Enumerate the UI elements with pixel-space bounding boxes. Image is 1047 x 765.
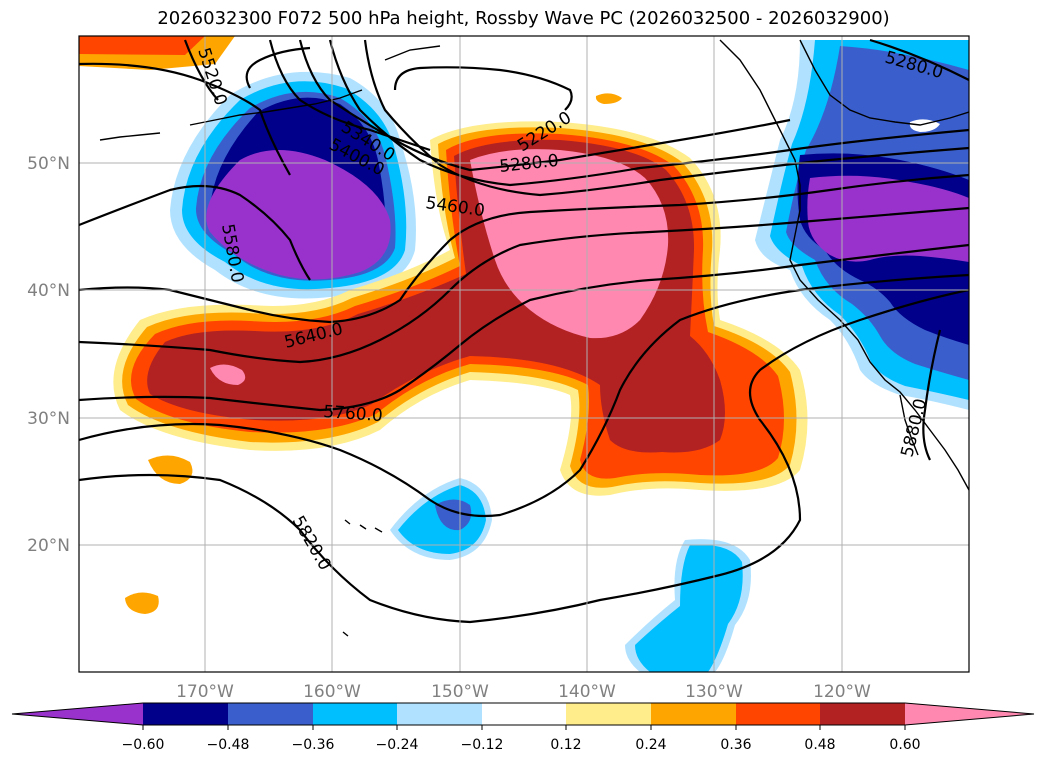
anomaly-negative-east xyxy=(755,40,969,410)
contour-label-5760: 5760.0 xyxy=(323,402,384,426)
map-title: 2026032300 F072 500 hPa height, Rossby W… xyxy=(157,8,890,29)
colorbar-label-neg036: −0.36 xyxy=(292,737,335,753)
anomaly-top-left xyxy=(79,36,235,70)
colorbar-swatch-pos060-extend xyxy=(905,703,1034,725)
colorbar[interactable]: −0.60 −0.48 −0.36 −0.24 −0.12 0.12 0.24 … xyxy=(11,702,1035,753)
lon-tick-150w: 150°W xyxy=(431,682,489,702)
gridlines xyxy=(79,36,969,672)
colorbar-swatch-neg048 xyxy=(143,703,228,725)
lat-tick-30n: 30°N xyxy=(27,409,70,429)
colorbar-label-neg012: −0.12 xyxy=(461,737,504,753)
colorbar-label-neg048: −0.48 xyxy=(207,737,250,753)
lon-tick-160w: 160°W xyxy=(303,682,361,702)
colorbar-swatch-neg012 xyxy=(397,703,482,725)
lat-tick-20n: 20°N xyxy=(27,536,70,556)
colorbar-label-pos036: 0.36 xyxy=(720,737,751,753)
longitude-ticks: 170°W 160°W 150°W 140°W 130°W 120°W xyxy=(176,682,871,702)
lon-tick-130w: 130°W xyxy=(685,682,743,702)
colorbar-label-neg060: −0.60 xyxy=(122,737,165,753)
lon-tick-120w: 120°W xyxy=(813,682,871,702)
height-contours xyxy=(79,38,969,624)
map-area[interactable]: 5520.0 5220.0 5280.0 5340.0 5400.0 5460.… xyxy=(20,36,969,672)
lon-tick-140w: 140°W xyxy=(558,682,616,702)
colorbar-label-pos024: 0.24 xyxy=(635,737,666,753)
colorbar-label-neg024: −0.24 xyxy=(376,737,419,753)
colorbar-swatch-neg060-extend xyxy=(12,703,143,725)
colorbar-swatch-pos024 xyxy=(651,703,736,725)
colorbar-swatch-neutral xyxy=(482,703,566,725)
lat-tick-40n: 40°N xyxy=(27,281,70,301)
anomaly-negative-northwest xyxy=(170,71,416,299)
colorbar-swatch-pos048 xyxy=(820,703,905,725)
colorbar-label-pos048: 0.48 xyxy=(804,737,835,753)
colorbar-label-pos012: 0.12 xyxy=(550,737,581,753)
colorbar-swatch-neg036 xyxy=(228,703,313,725)
colorbar-label-pos060: 0.60 xyxy=(889,737,920,753)
colorbar-swatch-neg024 xyxy=(313,703,397,725)
latitude-ticks: 50°N 40°N 30°N 20°N xyxy=(27,154,70,556)
colorbar-swatch-pos012 xyxy=(566,703,651,725)
colorbar-swatch-pos036 xyxy=(736,703,820,725)
lat-tick-50n: 50°N xyxy=(27,154,70,174)
lon-tick-170w: 170°W xyxy=(176,682,234,702)
plot-frame xyxy=(78,35,970,673)
